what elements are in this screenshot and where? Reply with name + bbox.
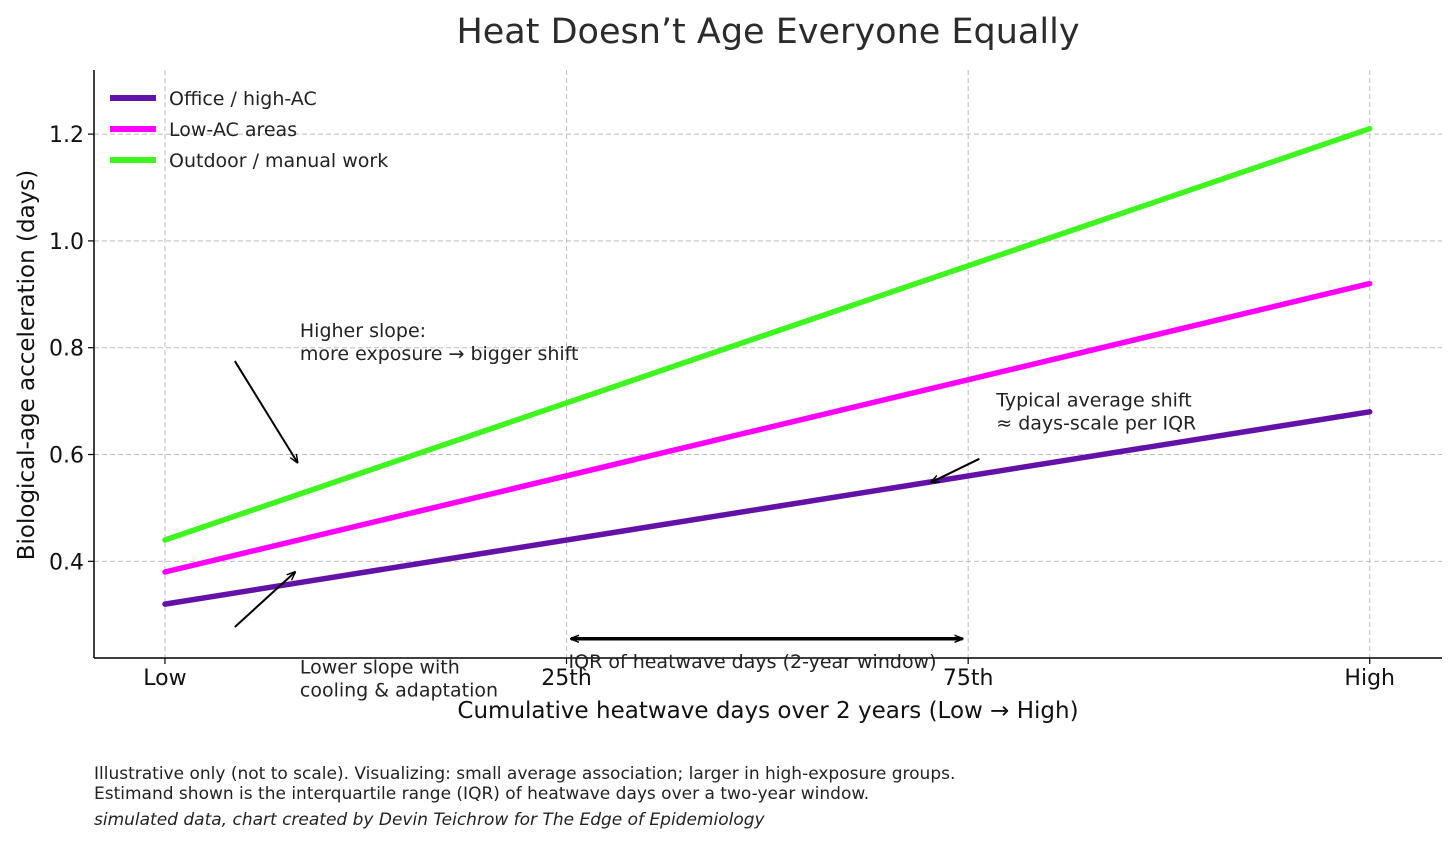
annotation-arrow-typical-shift xyxy=(931,457,980,482)
series-line-3 xyxy=(162,125,1373,543)
legend: Office / high-AC Low-AC areas Outdoor / ma… xyxy=(110,88,388,172)
y-tick-label: 0.4 xyxy=(49,550,84,575)
chart-credit: simulated data, chart created by Devin T… xyxy=(94,810,765,830)
y-axis-label: Biological-age acceleration (days) xyxy=(14,170,40,561)
grid-lines xyxy=(94,70,1442,658)
annotation-arrow-higher-slope xyxy=(233,360,298,462)
series-line-1 xyxy=(162,409,1373,607)
x-tick-label: 75th xyxy=(943,666,994,691)
y-tick-label: 1.2 xyxy=(49,123,84,148)
y-tick-label: 0.8 xyxy=(49,337,84,362)
annotation-text-typical-shift: ≈ days-scale per IQR xyxy=(996,412,1196,434)
chart-title: Heat Doesn’t Age Everyone Equally xyxy=(456,12,1079,52)
annotation-text-lower-slope: cooling & adaptation xyxy=(300,679,498,701)
footnote-line-2: Estimand shown is the interquartile rang… xyxy=(94,784,870,804)
x-tick-label: High xyxy=(1344,666,1395,691)
series-lines xyxy=(162,125,1373,607)
y-tick-label: 0.6 xyxy=(49,444,84,469)
x-tick-label: 25th xyxy=(541,666,592,691)
y-tick-label: 1.0 xyxy=(49,230,84,255)
tick-labels: Low 25th 75th High 0.4 0.6 0.8 1.0 1.2 xyxy=(49,123,1395,691)
x-axis-label: Cumulative heatwave days over 2 years (L… xyxy=(457,698,1078,724)
annotation-text-higher-slope: Higher slope: xyxy=(300,320,426,342)
annotation-text-typical-shift: Typical average shift xyxy=(995,389,1191,411)
series-line-2 xyxy=(162,280,1373,575)
footnote-line-1: Illustrative only (not to scale). Visual… xyxy=(94,764,956,784)
annotation-arrow-lower-slope xyxy=(234,572,295,628)
axes xyxy=(93,70,1442,659)
annotations: Higher slope:more exposure → bigger shif… xyxy=(233,320,1196,701)
legend-label-1: Office / high-AC xyxy=(169,88,317,110)
legend-label-3: Outdoor / manual work xyxy=(169,150,388,172)
annotation-text-lower-slope: Lower slope with xyxy=(300,656,460,678)
annotation-text-iqr: IQR of heatwave days (2-year window) xyxy=(569,651,937,673)
legend-label-2: Low-AC areas xyxy=(169,119,297,141)
x-tick-label: Low xyxy=(143,666,186,691)
annotation-text-higher-slope: more exposure → bigger shift xyxy=(300,343,579,365)
